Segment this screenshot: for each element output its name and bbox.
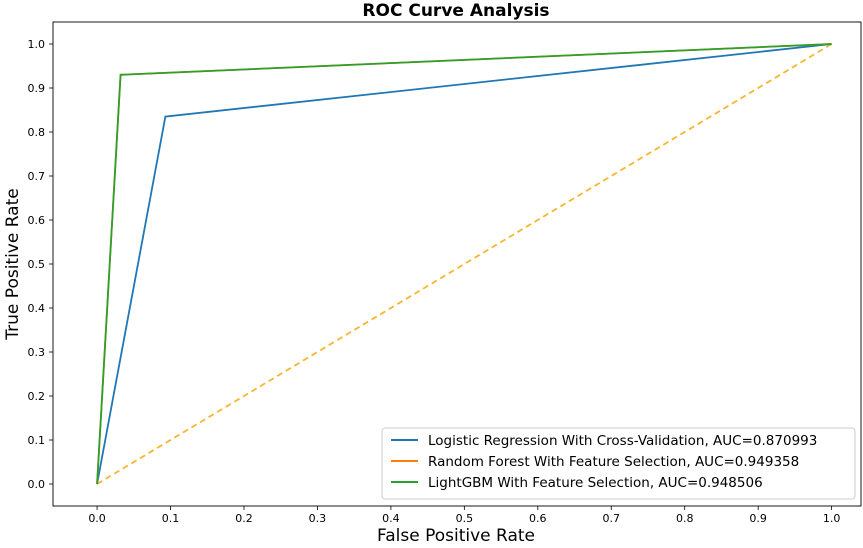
x-tick-label: 0.7 <box>603 512 621 525</box>
y-axis-label: True Positive Rate <box>3 188 23 340</box>
x-tick-label: 0.4 <box>382 512 400 525</box>
x-tick-label: 1.0 <box>823 512 841 525</box>
x-tick-label: 0.2 <box>235 512 253 525</box>
y-tick-label: 0.6 <box>28 214 46 227</box>
y-tick-label: 0.0 <box>28 478 46 491</box>
y-tick-label: 0.1 <box>28 434 46 447</box>
x-tick-label: 0.5 <box>456 512 474 525</box>
y-tick-label: 1.0 <box>28 38 46 51</box>
x-tick-label: 0.0 <box>88 512 106 525</box>
series-line-0 <box>96 43 832 485</box>
y-tick-label: 0.5 <box>28 258 46 271</box>
x-tick-label: 0.9 <box>749 512 767 525</box>
y-tick-label: 0.4 <box>28 302 46 315</box>
x-tick-label: 0.6 <box>529 512 547 525</box>
series-line-2 <box>96 43 832 485</box>
chart-title: ROC Curve Analysis <box>362 1 549 21</box>
y-tick-label: 0.8 <box>28 126 46 139</box>
x-tick-label: 0.8 <box>676 512 694 525</box>
y-tick-label: 0.7 <box>28 170 46 183</box>
legend-label-0: Logistic Regression With Cross-Validatio… <box>428 433 817 449</box>
y-tick-label: 0.2 <box>28 390 46 403</box>
series-line-1 <box>96 43 832 485</box>
legend-label-2: LightGBM With Feature Selection, AUC=0.9… <box>428 475 763 491</box>
x-tick-label: 0.3 <box>309 512 327 525</box>
reference-diagonal-line <box>96 43 833 485</box>
y-tick-label: 0.3 <box>28 346 46 359</box>
x-tick-label: 0.1 <box>162 512 180 525</box>
axis-ticks: 0.0 0.1 0.2 0.3 0.4 0.5 0.6 0.7 0.8 0.9 1.0 0.0 0.1 0… <box>28 38 841 525</box>
y-tick-label: 0.9 <box>28 82 46 95</box>
legend: Logistic Regression With Cross-Validatio… <box>381 427 856 500</box>
legend-label-1: Random Forest With Feature Selection, AU… <box>428 454 799 470</box>
data-series <box>96 43 833 485</box>
x-axis-label: False Positive Rate <box>377 526 535 546</box>
legend-box <box>381 427 856 500</box>
